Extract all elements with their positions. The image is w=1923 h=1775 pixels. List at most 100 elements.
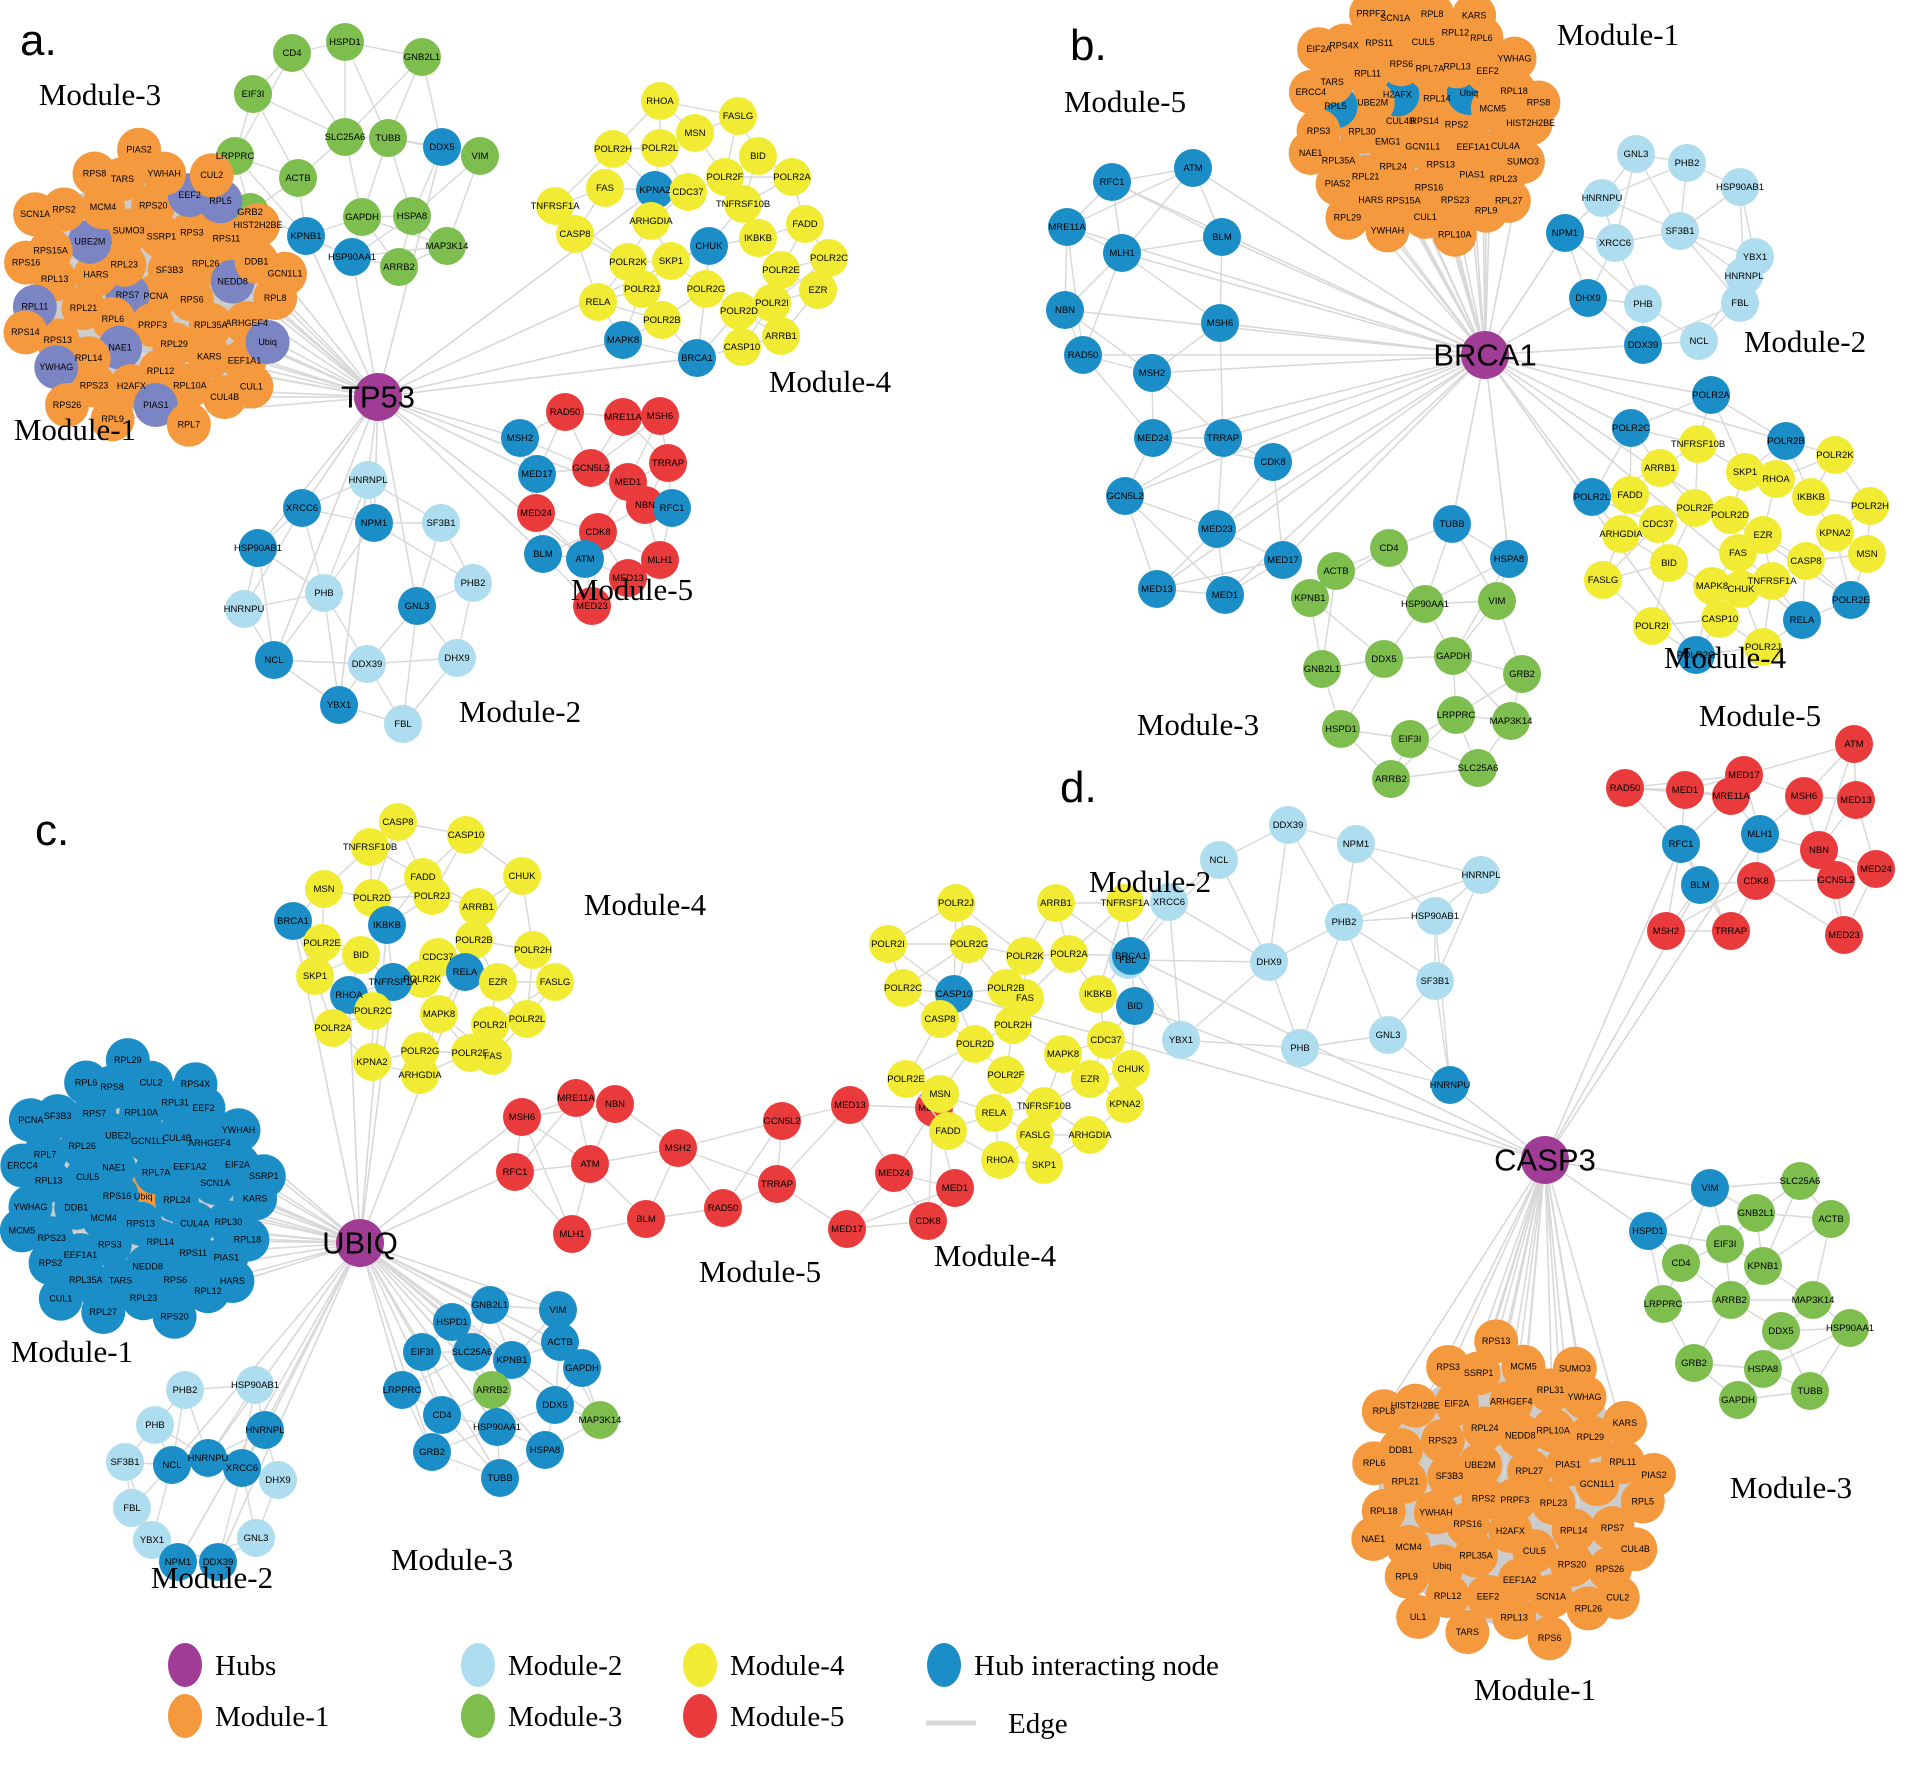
node-polr2i[interactable] [471, 1006, 509, 1044]
node-gapdh[interactable] [343, 198, 381, 236]
node-cul4b[interactable] [155, 1115, 200, 1160]
node-tars[interactable] [1445, 1610, 1490, 1655]
node-scn1a[interactable] [13, 192, 58, 237]
node-arhgdia[interactable] [1071, 1116, 1109, 1154]
node-rpl29[interactable] [105, 1038, 150, 1083]
node-nbn[interactable] [1800, 831, 1838, 869]
node-rpl6[interactable] [1352, 1441, 1397, 1486]
node-cdc37[interactable] [669, 173, 707, 211]
node-polr2i[interactable] [869, 925, 907, 963]
node-casp10[interactable] [447, 816, 485, 854]
node-vim[interactable] [539, 1291, 577, 1329]
node-polr2a[interactable] [314, 1009, 352, 1047]
node-hsp90ab1[interactable] [1721, 168, 1759, 206]
node-faslg[interactable] [536, 963, 574, 1001]
node-hspa8[interactable] [393, 197, 431, 235]
node-med17[interactable] [1264, 541, 1302, 579]
node-ddx5[interactable] [1762, 1312, 1800, 1350]
node-phb[interactable] [1281, 1029, 1319, 1067]
node-msh6[interactable] [1201, 304, 1239, 342]
node-ubiq[interactable] [245, 320, 290, 365]
node-gcn5l2[interactable] [763, 1102, 801, 1140]
node-polr2e[interactable] [887, 1060, 925, 1098]
node-polr2c[interactable] [810, 239, 848, 277]
node-gnb2l1[interactable] [471, 1286, 509, 1324]
node-polr2b[interactable] [455, 921, 493, 959]
node-cd4[interactable] [1662, 1244, 1700, 1282]
node-cdk8[interactable] [1254, 443, 1292, 481]
node-mlh1[interactable] [553, 1215, 591, 1253]
node-hsp90ab1[interactable] [236, 1366, 274, 1404]
node-rps2[interactable] [28, 1241, 73, 1286]
node-fadd[interactable] [1611, 476, 1649, 514]
node-rfc1[interactable] [496, 1153, 534, 1191]
node-skp1[interactable] [652, 242, 690, 280]
node-rpl35a[interactable] [188, 302, 233, 347]
node-polr2j[interactable] [1744, 628, 1782, 666]
node-eif3i[interactable] [1706, 1225, 1744, 1263]
node-arrb2[interactable] [1372, 760, 1410, 798]
node-cul1[interactable] [229, 364, 274, 409]
node-ikbkb[interactable] [1079, 975, 1117, 1013]
node-arrb1[interactable] [459, 888, 497, 926]
node-polr2a[interactable] [1692, 376, 1730, 414]
node-ikbkb[interactable] [368, 906, 406, 944]
node-ercc4[interactable] [0, 1143, 45, 1188]
node-nbn[interactable] [596, 1085, 634, 1123]
node-atm[interactable] [1835, 725, 1873, 763]
node-rela[interactable] [579, 283, 617, 321]
node-gnl3[interactable] [1369, 1016, 1407, 1054]
node-polr2k[interactable] [403, 960, 441, 998]
node-polr2h[interactable] [514, 931, 552, 969]
node-kpnb1[interactable] [1744, 1247, 1782, 1285]
node-med13[interactable] [609, 559, 647, 597]
node-pcna[interactable] [8, 1098, 53, 1143]
node-kpnb1[interactable] [287, 217, 325, 255]
node-ezr[interactable] [1071, 1060, 1109, 1098]
node-arrb1[interactable] [762, 317, 800, 355]
node-arhgdia[interactable] [632, 202, 670, 240]
node-bid[interactable] [1116, 987, 1154, 1025]
node-ikbkb[interactable] [1792, 478, 1830, 516]
node-rpl10a[interactable] [1432, 212, 1477, 257]
node-rpl18[interactable] [225, 1217, 270, 1262]
node-cul2[interactable] [1595, 1575, 1640, 1620]
node-hist2h2be[interactable] [235, 203, 280, 248]
node-tnfrsf10b[interactable] [1679, 425, 1717, 463]
node-grb2[interactable] [413, 1433, 451, 1471]
node-pias1[interactable] [133, 383, 178, 428]
node-polr2h[interactable] [594, 130, 632, 168]
node-prpf3[interactable] [1349, 0, 1394, 36]
node-tubb[interactable] [369, 119, 407, 157]
node-ywhah[interactable] [216, 1108, 261, 1153]
node-mapk8[interactable] [604, 321, 642, 359]
node-hspa8[interactable] [1744, 1350, 1782, 1388]
node-slc25a6[interactable] [1781, 1162, 1819, 1200]
node-kpna2[interactable] [1816, 514, 1854, 552]
node-cul1[interactable] [38, 1276, 83, 1321]
node-polr2a[interactable] [773, 158, 811, 196]
node-polr2c[interactable] [354, 992, 392, 1030]
node-chuk[interactable] [1722, 570, 1760, 608]
node-polr2c[interactable] [884, 969, 922, 1007]
node-hnrnpl[interactable] [349, 461, 387, 499]
node-med23[interactable] [573, 587, 611, 625]
node-mre11a[interactable] [557, 1079, 595, 1117]
node-hspd1[interactable] [1629, 1212, 1667, 1250]
node-polr2l[interactable] [641, 129, 679, 167]
node-arrb2[interactable] [1712, 1281, 1750, 1319]
node-faslg[interactable] [1016, 1116, 1054, 1154]
node-polr2e[interactable] [1832, 581, 1870, 619]
node-cd4[interactable] [1370, 529, 1408, 567]
node-polr2f[interactable] [706, 158, 744, 196]
node-xrcc6[interactable] [223, 1449, 261, 1487]
node-tnfrsf1a[interactable] [374, 963, 412, 1001]
node-polr2f[interactable] [987, 1056, 1025, 1094]
node-actb[interactable] [279, 159, 317, 197]
node-fadd[interactable] [786, 205, 824, 243]
node-gnb2l1[interactable] [1303, 650, 1341, 688]
node-hspd1[interactable] [433, 1303, 471, 1341]
node-fadd[interactable] [929, 1112, 967, 1150]
node-vim[interactable] [1691, 1169, 1729, 1207]
node-lrpprc[interactable] [1644, 1285, 1682, 1323]
